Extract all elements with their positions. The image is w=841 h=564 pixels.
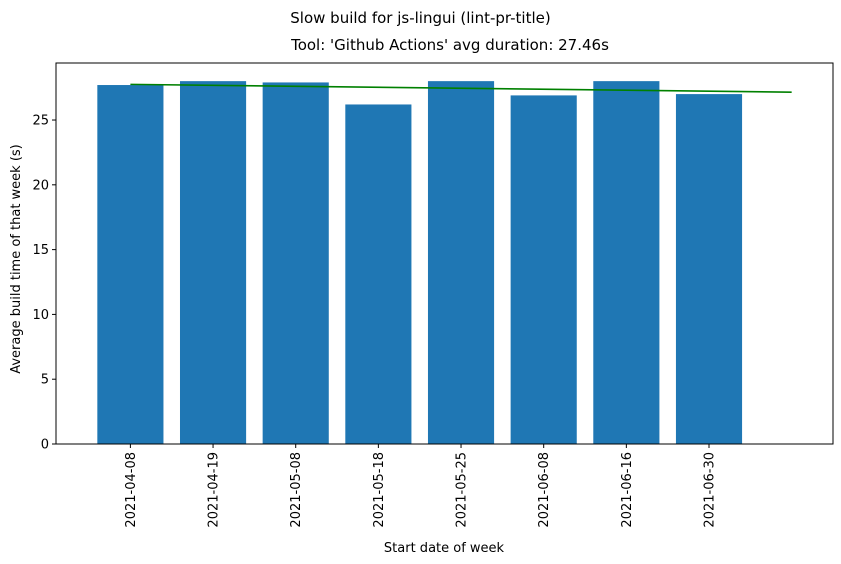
bar-2021-05-08: [262, 82, 329, 444]
bar-2021-06-30: [675, 94, 743, 444]
x-axis-ticks: 2021-04-08 2021-04-19 2021-05-08 2021-05-18…: [124, 444, 718, 528]
x-tick-label-2021-05-08: 2021-05-08: [289, 452, 304, 528]
x-tick-label-2021-05-25: 2021-05-25: [455, 452, 470, 528]
y-tick-label-10: 10: [32, 308, 49, 323]
y-tick-label-5: 5: [41, 373, 49, 388]
bar-2021-05-18: [345, 104, 412, 444]
y-axis-label: Average build time of that week (s): [9, 144, 24, 374]
x-tick-label-2021-04-08: 2021-04-08: [124, 452, 139, 528]
bar-2021-05-25: [427, 81, 495, 445]
y-tick-label-15: 15: [32, 243, 49, 258]
trend-line: [130, 83, 792, 93]
chart-title: Tool: 'Github Actions' avg duration: 27.…: [290, 36, 609, 54]
y-tick-label-20: 20: [32, 178, 49, 193]
bar-2021-04-08: [97, 85, 164, 444]
bar-2021-04-19: [179, 81, 247, 445]
bar-2021-06-08: [510, 95, 577, 445]
y-tick-label-25: 25: [32, 114, 49, 129]
x-tick-label-2021-04-19: 2021-04-19: [207, 452, 222, 528]
bar-2021-06-16: [593, 81, 660, 445]
y-axis-ticks: 0 5 10 15 20 25: [32, 114, 56, 453]
x-tick-label-2021-05-18: 2021-05-18: [372, 452, 387, 528]
chart-suptitle: Slow build for js-lingui (lint-pr-title): [290, 9, 550, 27]
x-tick-label-2021-06-30: 2021-06-30: [703, 452, 718, 528]
plot-frame: [55, 62, 834, 445]
y-tick-label-0: 0: [41, 438, 49, 453]
bars-group: [97, 81, 743, 445]
x-tick-label-2021-06-16: 2021-06-16: [620, 452, 635, 528]
trend-group: [130, 83, 792, 93]
x-tick-label-2021-06-08: 2021-06-08: [537, 452, 552, 528]
x-axis-label: Start date of week: [384, 541, 505, 556]
